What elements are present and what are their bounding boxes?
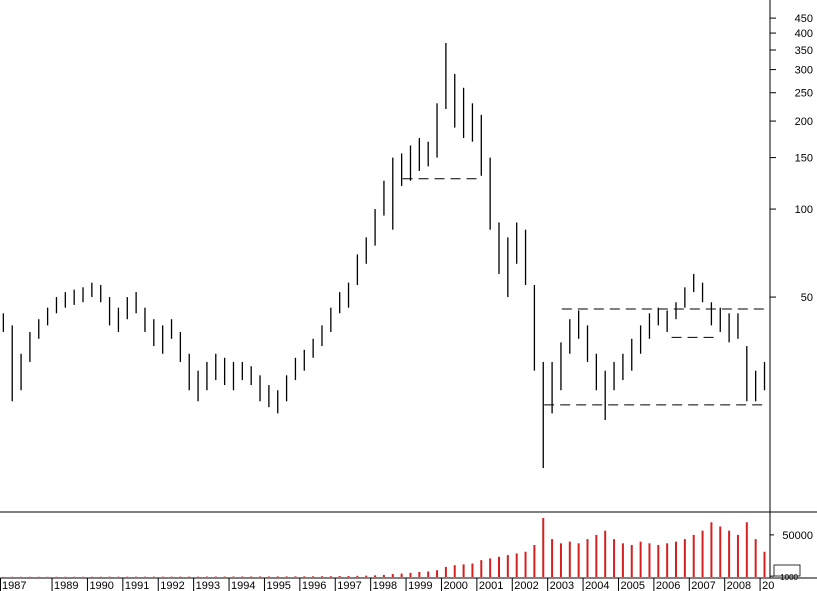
volume-bar [639, 541, 642, 577]
x-tick-label: 1994 [231, 580, 255, 591]
volume-bar [400, 573, 403, 577]
x-tick-label: 1991 [125, 580, 149, 591]
y-tick-label: 300 [795, 65, 813, 77]
volume-bar [613, 539, 616, 577]
volume-bar [621, 543, 624, 577]
x-tick-label: 2003 [550, 580, 574, 591]
volume-bar [763, 551, 766, 577]
volume-bar [382, 574, 385, 577]
volume-bar [595, 534, 598, 577]
x-tick-label: 1995 [266, 580, 290, 591]
x-tick-label: 2005 [620, 580, 644, 591]
x-tick-label: 2007 [691, 580, 715, 591]
volume-bar [418, 571, 421, 577]
x-tick-label: 20 [762, 580, 774, 591]
y-tick-label: 50 [801, 292, 813, 304]
volume-bar [374, 575, 377, 577]
volume-bar [391, 574, 394, 577]
volume-bar [533, 545, 536, 577]
volume-bar [250, 576, 253, 577]
volume-bar [276, 576, 279, 577]
volume-bar [728, 530, 731, 577]
volume-bar [683, 539, 686, 577]
volume-bar [232, 576, 235, 577]
volume-bar [259, 576, 262, 577]
x-tick-label: 1992 [160, 580, 184, 591]
x-tick-label: 2000 [443, 580, 467, 591]
volume-bar [489, 558, 492, 577]
volume-bar [657, 545, 660, 577]
x-tick-label: 1996 [302, 580, 326, 591]
volume-scale-box [773, 564, 801, 577]
volume-bar [719, 526, 722, 577]
volume-bar [524, 551, 527, 577]
x-tick-label: 1998 [373, 580, 397, 591]
y-tick-label: 450 [795, 13, 813, 25]
x-tick-label: 2004 [585, 580, 609, 591]
x-tick-label: 1990 [89, 580, 113, 591]
x-tick-label: 1989 [54, 580, 78, 591]
volume-tick-label: 1000 [780, 573, 798, 582]
volume-bar [480, 560, 483, 577]
volume-bar [630, 545, 633, 577]
volume-bar [701, 530, 704, 577]
volume-bar [710, 522, 713, 577]
volume-bar [559, 543, 562, 577]
volume-bar [444, 566, 447, 577]
volume-bar [356, 575, 359, 577]
volume-bar [312, 576, 315, 577]
y-tick-label: 200 [795, 116, 813, 128]
x-tick-label: 2001 [479, 580, 503, 591]
volume-bar [365, 575, 368, 577]
x-tick-label: 2006 [656, 580, 680, 591]
volume-bar [303, 576, 306, 577]
volume-bar [462, 564, 465, 577]
x-tick-label: 1987 [2, 580, 26, 591]
x-tick-label: 2008 [727, 580, 751, 591]
volume-bar [338, 576, 341, 577]
volume-bar [427, 571, 430, 577]
volume-bar [745, 522, 748, 577]
y-tick-label: 250 [795, 88, 813, 100]
x-tick-label: 2002 [514, 580, 538, 591]
volume-bar [453, 565, 456, 577]
volume-bar [347, 575, 350, 577]
volume-bar [551, 539, 554, 577]
volume-bar [648, 543, 651, 577]
volume-bar [754, 539, 757, 577]
y-tick-label: 150 [795, 153, 813, 165]
y-tick-label: 400 [795, 28, 813, 40]
volume-bar [471, 563, 474, 577]
volume-bar [586, 539, 589, 577]
volume-bar [436, 570, 439, 577]
volume-bar [329, 576, 332, 577]
volume-bar [542, 518, 545, 577]
volume-bar [515, 553, 518, 577]
volume-bar [604, 530, 607, 577]
y-tick-label: 350 [795, 45, 813, 57]
volume-bar [692, 534, 695, 577]
volume-bar [497, 556, 500, 577]
x-tick-label: 1999 [408, 580, 432, 591]
volume-bar [241, 576, 244, 577]
volume-bar [736, 534, 739, 577]
volume-tick-label: 50000 [782, 530, 813, 542]
volume-bar [675, 541, 678, 577]
y-tick-label: 100 [795, 204, 813, 216]
x-tick-label: 1993 [196, 580, 220, 591]
volume-bar [285, 576, 288, 577]
volume-bar [568, 541, 571, 577]
volume-bar [409, 572, 412, 577]
volume-bar [320, 576, 323, 577]
volume-bar [267, 576, 270, 577]
volume-bar [294, 576, 297, 577]
volume-bar [666, 543, 669, 577]
x-tick-label: 1997 [337, 580, 361, 591]
volume-bar [577, 543, 580, 577]
volume-bar [506, 555, 509, 577]
